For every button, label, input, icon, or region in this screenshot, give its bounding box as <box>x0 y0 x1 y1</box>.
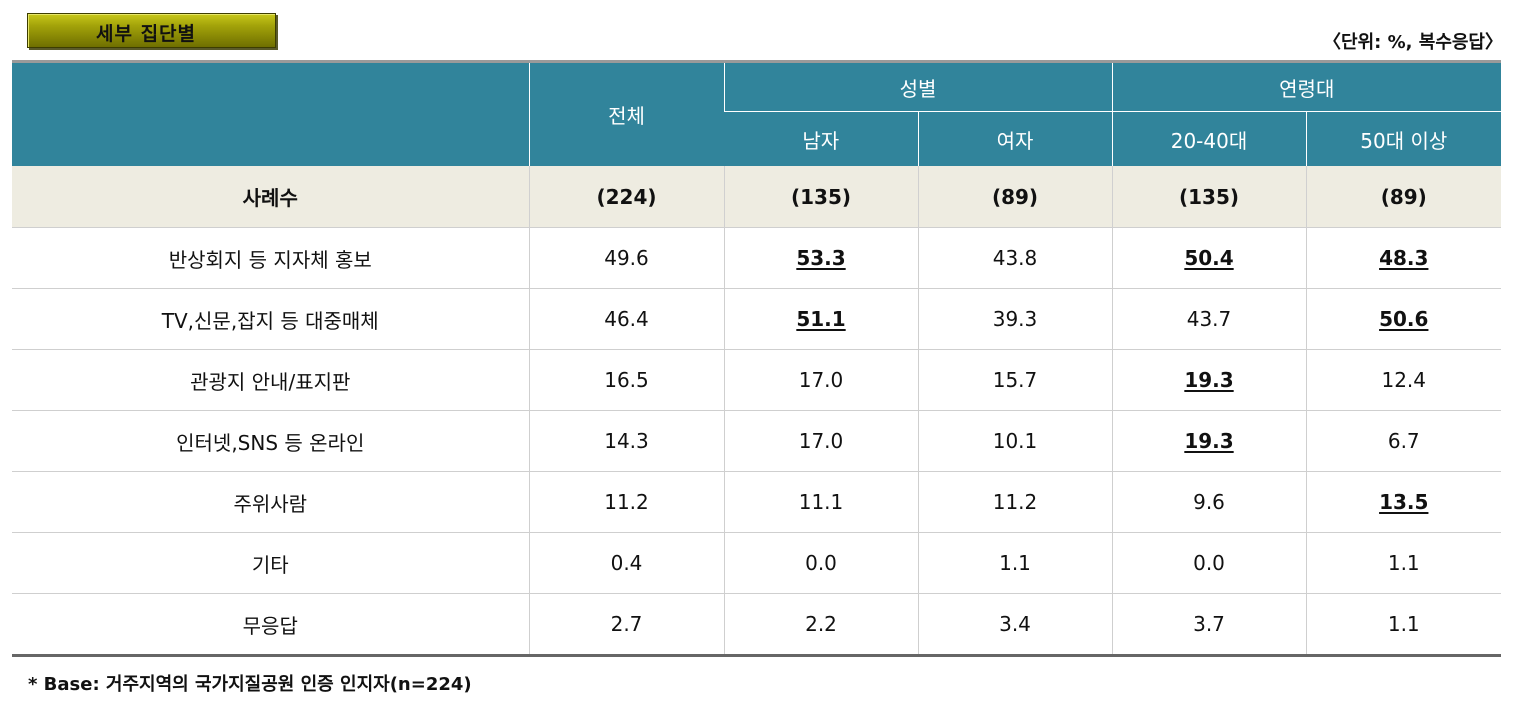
table-cell: 51.1 <box>723 288 918 350</box>
table-cell: 0.0 <box>1111 532 1306 594</box>
table-row: 주위사람 11.2 11.1 11.2 9.6 13.5 <box>12 471 1502 533</box>
table-cell: 43.8 <box>917 227 1112 289</box>
table-row: TV,신문,잡지 등 대중매체 46.4 51.1 39.3 43.7 50.6 <box>12 288 1502 350</box>
table-cell: 11.1 <box>723 471 918 533</box>
table-cell: 19.3 <box>1111 410 1306 472</box>
cases-value: (135) <box>1111 166 1306 228</box>
table-cell: 13.5 <box>1305 471 1502 533</box>
header-total: 전체 <box>528 61 724 166</box>
row-label: 인터넷,SNS 등 온라인 <box>12 410 529 472</box>
table-cell: 53.3 <box>723 227 918 289</box>
table-cell: 12.4 <box>1305 349 1502 411</box>
table-row: 관광지 안내/표지판 16.5 17.0 15.7 19.3 12.4 <box>12 349 1502 411</box>
table-row: 무응답 2.7 2.2 3.4 3.7 1.1 <box>12 593 1502 656</box>
header-gender-group: 성별 <box>723 61 1112 112</box>
table-cell: 2.7 <box>528 593 724 656</box>
table-row: 인터넷,SNS 등 온라인 14.3 17.0 10.1 19.3 6.7 <box>12 410 1502 472</box>
header-male: 남자 <box>724 111 918 166</box>
row-label: 무응답 <box>12 593 529 656</box>
table-cell: 50.6 <box>1305 288 1502 350</box>
table-cell: 48.3 <box>1305 227 1502 289</box>
row-label: 기타 <box>12 532 529 594</box>
table-cell: 1.1 <box>1305 593 1502 656</box>
row-label: TV,신문,잡지 등 대중매체 <box>12 288 529 350</box>
footnote: * Base: 거주지역의 국가지질공원 인증 인지자(n=224) <box>28 674 472 695</box>
table-cell: 3.4 <box>917 593 1112 656</box>
cases-label: 사례수 <box>12 166 529 228</box>
header-female: 여자 <box>917 111 1112 166</box>
table-cell: 10.1 <box>917 410 1112 472</box>
section-title-badge: 세부 집단별 <box>27 13 276 48</box>
table-cell: 6.7 <box>1305 410 1502 472</box>
table-cell: 19.3 <box>1111 349 1306 411</box>
row-label: 관광지 안내/표지판 <box>12 349 529 411</box>
table-cell: 16.5 <box>528 349 724 411</box>
table-cell: 11.2 <box>917 471 1112 533</box>
table-cell: 11.2 <box>528 471 724 533</box>
header-empty-cell <box>12 61 529 166</box>
header-age-20-40: 20-40대 <box>1111 111 1306 166</box>
table-cell: 17.0 <box>723 410 918 472</box>
table-cell: 14.3 <box>528 410 724 472</box>
row-label: 반상회지 등 지자체 홍보 <box>12 227 529 289</box>
table-cell: 15.7 <box>917 349 1112 411</box>
section-title: 세부 집단별 <box>96 23 197 45</box>
table-cell: 0.4 <box>528 532 724 594</box>
row-label: 주위사람 <box>12 471 529 533</box>
table-cell: 49.6 <box>528 227 724 289</box>
table-cell: 2.2 <box>723 593 918 656</box>
table-cell: 50.4 <box>1111 227 1306 289</box>
table-cell: 17.0 <box>723 349 918 411</box>
cases-value: (89) <box>1305 166 1502 228</box>
header-age-group: 연령대 <box>1111 61 1502 112</box>
unit-note: 〈단위: %, 복수응답〉 <box>1323 32 1503 53</box>
cases-value: (89) <box>917 166 1112 228</box>
table-cell: 43.7 <box>1111 288 1306 350</box>
header-age-50-plus: 50대 이상 <box>1305 111 1502 166</box>
table-row: 기타 0.4 0.0 1.1 0.0 1.1 <box>12 532 1502 594</box>
table-cell: 9.6 <box>1111 471 1306 533</box>
table-row: 반상회지 등 지자체 홍보 49.6 53.3 43.8 50.4 48.3 <box>12 227 1502 289</box>
cases-value: (135) <box>723 166 918 228</box>
table-cell: 1.1 <box>1305 532 1502 594</box>
table-cell: 1.1 <box>917 532 1112 594</box>
cases-row: 사례수 (224) (135) (89) (135) (89) <box>12 166 1502 228</box>
table-cell: 39.3 <box>917 288 1112 350</box>
table-cell: 46.4 <box>528 288 724 350</box>
table-cell: 0.0 <box>723 532 918 594</box>
cases-value: (224) <box>528 166 724 228</box>
results-table: 전체 성별 연령대 남자 여자 20-40대 50대 이상 사례수 (224) … <box>12 60 1502 657</box>
table-cell: 3.7 <box>1111 593 1306 656</box>
